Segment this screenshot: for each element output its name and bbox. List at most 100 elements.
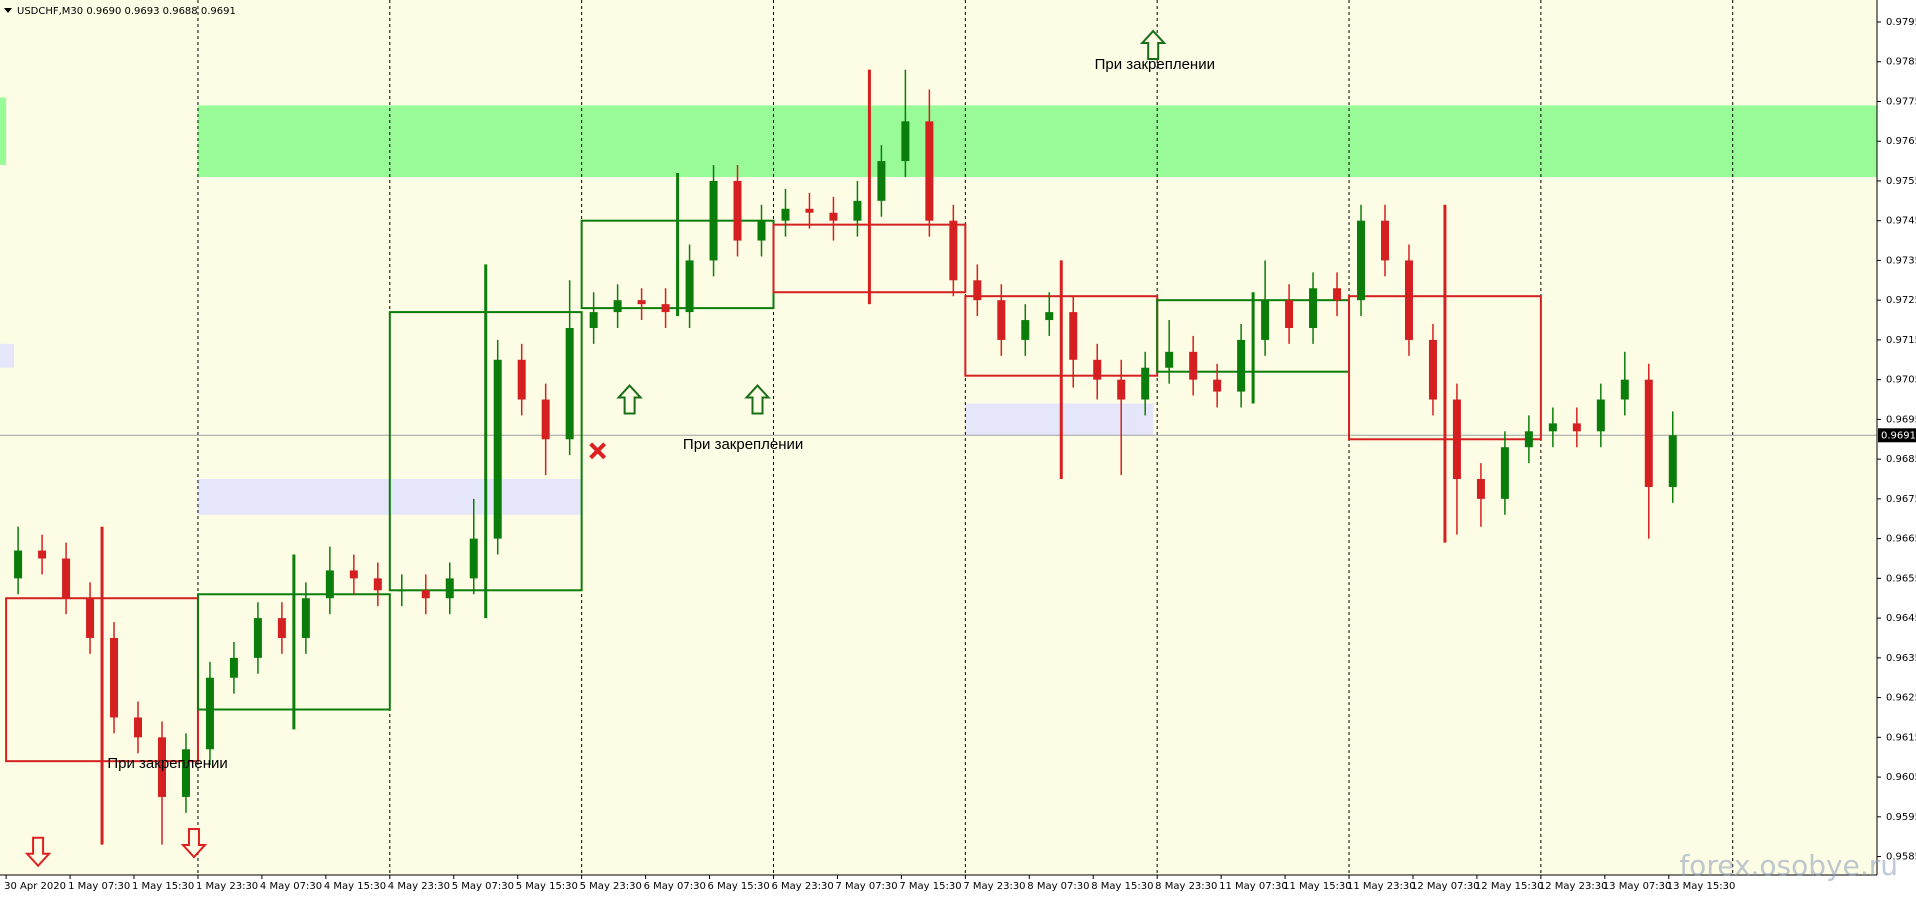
candle-body: [757, 220, 766, 241]
candle-body: [1668, 435, 1677, 487]
x-tick-label: 7 May 23:30: [963, 881, 1025, 892]
candle-body: [1596, 399, 1605, 432]
y-tick-label: 0.9755: [1886, 176, 1916, 187]
candle-body: [925, 121, 934, 221]
daily-box: [388, 311, 583, 592]
x-tick-label: 13 May 07:30: [1603, 881, 1672, 892]
candle-body: [1404, 260, 1413, 340]
candle-body: [134, 717, 143, 738]
x-tick-label: 7 May 07:30: [835, 881, 897, 892]
x-tick-label: 11 May 23:30: [1347, 881, 1416, 892]
candle-body: [277, 618, 286, 638]
y-tick-label: 0.9795: [1886, 17, 1916, 28]
y-tick-label: 0.9715: [1886, 335, 1916, 346]
current-price-box: [1878, 428, 1916, 443]
x-tick-label: 12 May 07:30: [1411, 881, 1480, 892]
cross-mark: [589, 442, 607, 460]
candle-body: [14, 550, 23, 579]
x-tick-label: 12 May 23:30: [1539, 881, 1608, 892]
candle-body: [565, 327, 574, 440]
current-price-label: 0.9691: [1881, 430, 1916, 441]
x-tick-label: 11 May 07:30: [1219, 881, 1288, 892]
annotation: При закреплении: [1095, 56, 1215, 73]
y-tick-label: 0.9625: [1886, 693, 1916, 704]
daily-box: [964, 295, 1159, 377]
candle-body: [445, 578, 454, 599]
x-tick-label: 4 May 23:30: [388, 881, 450, 892]
candle-body: [829, 212, 838, 221]
cross-stroke: [589, 442, 607, 460]
annotation: При закреплении: [107, 755, 227, 772]
candle-body: [1572, 423, 1581, 432]
candle-body: [205, 677, 214, 750]
y-tick-label: 0.9645: [1886, 613, 1916, 624]
zone: [0, 97, 7, 166]
candle-body: [253, 618, 262, 658]
candle-body: [1476, 479, 1485, 499]
candle-body: [38, 550, 47, 559]
y-tick-label: 0.9585: [1886, 852, 1916, 863]
x-tick-label: 7 May 15:30: [899, 881, 961, 892]
candle-body: [1500, 447, 1509, 499]
candle-body: [1644, 379, 1653, 487]
signal-arrow: [1139, 29, 1167, 61]
y-tick-label: 0.9735: [1886, 255, 1916, 266]
daily-box: [5, 597, 199, 763]
signal-arrow: [744, 384, 771, 415]
candle-body: [1261, 300, 1270, 340]
signal-arrow: [180, 828, 208, 859]
y-tick-label: 0.9775: [1886, 96, 1916, 107]
x-tick-label: 8 May 15:30: [1091, 881, 1153, 892]
candle-body: [325, 570, 334, 599]
x-tick-label: 13 May 15:30: [1667, 881, 1736, 892]
y-tick-label: 0.9725: [1886, 295, 1916, 306]
candle-body: [901, 121, 910, 162]
x-tick-label: 1 May 23:30: [196, 881, 258, 892]
signal-arrow: [24, 836, 52, 868]
y-tick-label: 0.9655: [1886, 573, 1916, 584]
candle-body: [1189, 351, 1198, 380]
candle-body: [853, 200, 862, 221]
zone: [965, 403, 1154, 436]
candle-body: [781, 208, 790, 221]
y-tick-label: 0.9745: [1886, 216, 1916, 227]
y-tick-label: 0.9695: [1886, 414, 1916, 425]
candle-body: [421, 590, 430, 599]
daily-box: [1348, 295, 1542, 441]
candle-body: [541, 399, 550, 440]
x-tick-label: 11 May 15:30: [1283, 881, 1352, 892]
candle-body: [1333, 288, 1342, 301]
x-tick-label: 12 May 15:30: [1475, 881, 1544, 892]
candle-body: [397, 590, 406, 592]
candle-body: [62, 558, 71, 599]
y-tick-label: 0.9605: [1886, 772, 1916, 783]
x-tick-label: 8 May 23:30: [1155, 881, 1217, 892]
y-tick-label: 0.9595: [1886, 812, 1916, 823]
x-tick-label: 5 May 23:30: [580, 881, 642, 892]
header-toggle[interactable]: [4, 8, 12, 13]
candle-body: [1141, 367, 1150, 400]
x-tick-label: 5 May 07:30: [452, 881, 514, 892]
x-tick-label: 4 May 07:30: [260, 881, 322, 892]
candle-body: [229, 657, 238, 678]
y-tick-label: 0.9765: [1886, 136, 1916, 147]
candle-body: [1548, 423, 1557, 432]
candle-body: [1285, 300, 1294, 328]
candle-body: [733, 180, 742, 241]
candle-body: [1093, 359, 1102, 380]
x-tick-label: 8 May 07:30: [1027, 881, 1089, 892]
y-tick-label: 0.9705: [1886, 375, 1916, 386]
candle-body: [349, 570, 358, 579]
annotation: При закреплении: [683, 436, 803, 453]
candle-body: [469, 538, 478, 579]
candle-body: [949, 220, 958, 281]
candle-body: [86, 598, 95, 638]
x-tick-label: 6 May 07:30: [644, 881, 706, 892]
candle-body: [1237, 339, 1246, 392]
candle-body: [709, 180, 718, 261]
candle-body: [1069, 312, 1078, 360]
candle-body: [877, 161, 886, 201]
y-tick-label: 0.9635: [1886, 653, 1916, 664]
zone: [0, 343, 15, 368]
